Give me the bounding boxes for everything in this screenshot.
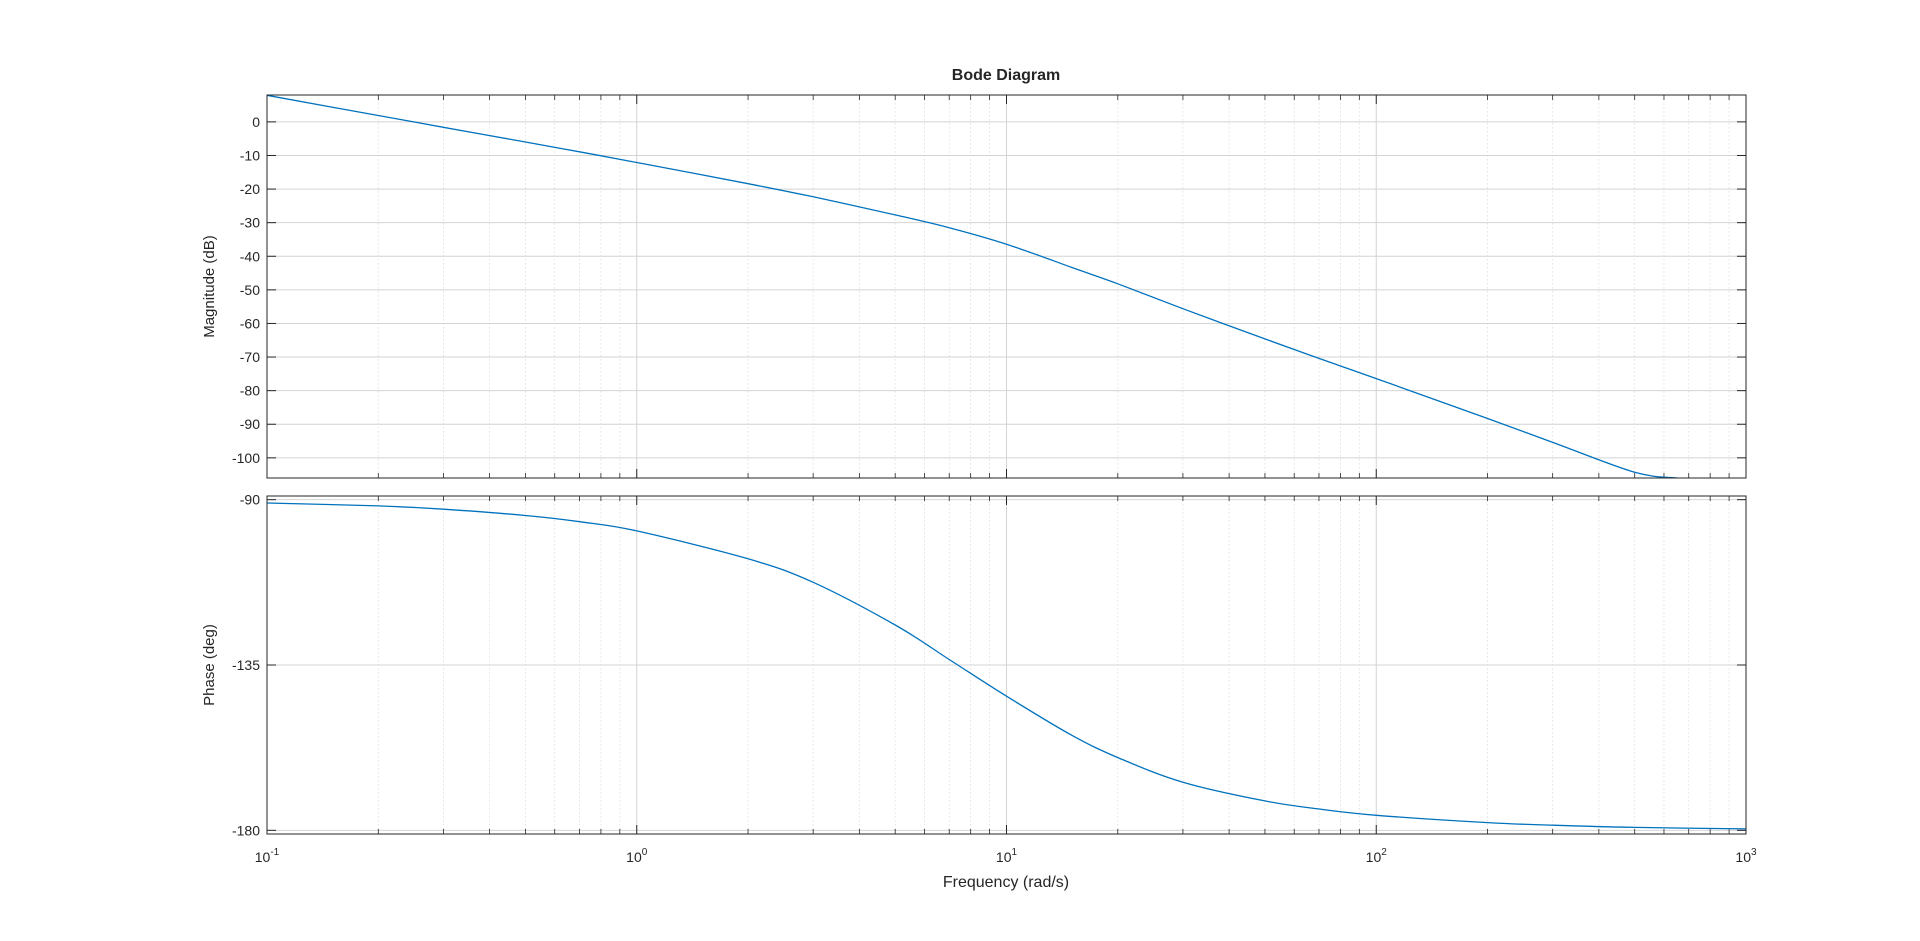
- magnitude-y-tick-label: -90: [240, 416, 260, 432]
- x-tick-labels: 10-1 100 101 102 103: [255, 847, 1757, 865]
- phase-axes-box: [266, 495, 1747, 835]
- magnitude-grid: [266, 95, 1747, 478]
- phase-y-tick-label: -135: [232, 657, 260, 673]
- magnitude-y-tick-label: -100: [232, 450, 260, 466]
- phase-y-tick-label: -90: [240, 492, 260, 508]
- x-tick-label-base: 10: [996, 849, 1012, 865]
- magnitude-y-tick-label: 0: [252, 114, 260, 130]
- x-tick-label-base: 10: [1735, 849, 1751, 865]
- magnitude-y-tick-label: -20: [240, 181, 260, 197]
- magnitude-y-tick-label: -40: [240, 248, 260, 264]
- x-tick-label: 103: [1735, 847, 1757, 865]
- x-tick-label: 10-1: [255, 847, 280, 865]
- magnitude-y-tick-label: -80: [240, 383, 260, 399]
- magnitude-axes: 0 -10 -20 -30 -40 -50 -60 -70 -80 -90 -100: [232, 94, 1747, 479]
- x-tick-label-exponent: 3: [1751, 847, 1757, 858]
- x-tick-label-exponent: -1: [270, 847, 279, 858]
- phase-curve: [266, 502, 1747, 830]
- magnitude-axes-box: [266, 94, 1747, 479]
- chart-title: Bode Diagram: [952, 67, 1060, 84]
- magnitude-y-tick-label: -50: [240, 282, 260, 298]
- x-tick-label-exponent: 0: [642, 847, 648, 858]
- phase-y-tick-label: -180: [232, 822, 260, 838]
- phase-ticks: -90 -135 -180: [232, 492, 1747, 838]
- x-tick-label-base: 10: [1366, 849, 1382, 865]
- magnitude-ylabel: Magnitude (dB): [201, 235, 218, 338]
- x-tick-label-base: 10: [255, 849, 271, 865]
- magnitude-y-tick-label: -60: [240, 315, 260, 331]
- x-axis-label: Frequency (rad/s): [943, 874, 1069, 891]
- x-tick-label: 102: [1366, 847, 1388, 865]
- magnitude-y-tick-label: -70: [240, 349, 260, 365]
- phase-axes: -90 -135 -180: [232, 492, 1747, 838]
- phase-ylabel: Phase (deg): [201, 624, 218, 706]
- x-tick-label: 100: [626, 847, 648, 865]
- x-tick-label-exponent: 2: [1381, 847, 1387, 858]
- magnitude-y-tick-label: -10: [240, 147, 260, 163]
- magnitude-ticks: 0 -10 -20 -30 -40 -50 -60 -70 -80 -90 -100: [232, 95, 1747, 478]
- x-tick-label-base: 10: [626, 849, 642, 865]
- x-tick-label: 101: [996, 847, 1018, 865]
- x-tick-label-exponent: 1: [1012, 847, 1018, 858]
- magnitude-curve: [266, 94, 1677, 479]
- magnitude-y-tick-label: -30: [240, 215, 260, 231]
